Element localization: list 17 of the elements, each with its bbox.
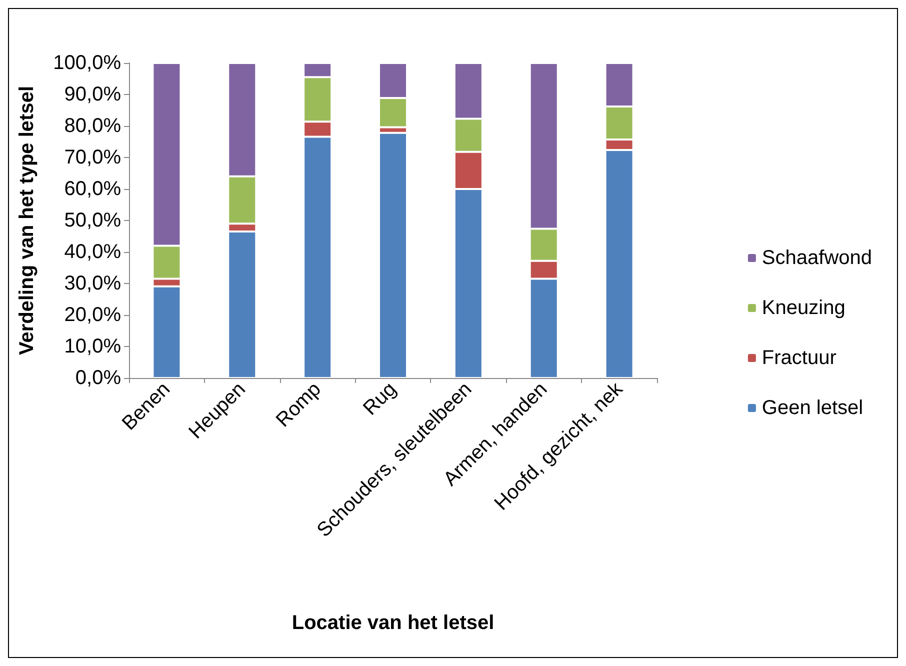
y-tick-label: 90,0% (64, 84, 122, 106)
y-tick-label: 50,0% (64, 210, 122, 232)
y-tick-label: 80,0% (64, 115, 122, 137)
y-tick-label: 30,0% (64, 272, 122, 294)
y-tick-label: 60,0% (64, 178, 122, 200)
x-axis-title: Locatie van het letsel (292, 612, 494, 634)
legend-label: Geen letsel (762, 397, 864, 419)
y-tick-label: 40,0% (64, 241, 122, 263)
y-axis-title: Verdeling van het type letsel (16, 86, 38, 355)
y-tick-label: 0,0% (75, 367, 122, 389)
y-tick-label: 10,0% (64, 336, 122, 358)
legend-label: Kneuzing (762, 297, 846, 319)
y-tick-label: 70,0% (64, 146, 122, 168)
y-tick-label: 20,0% (64, 304, 122, 326)
legend-label: Fractuur (762, 347, 837, 369)
legend-label: Schaafwond (762, 247, 872, 269)
y-tick-label: 100,0% (53, 52, 122, 74)
